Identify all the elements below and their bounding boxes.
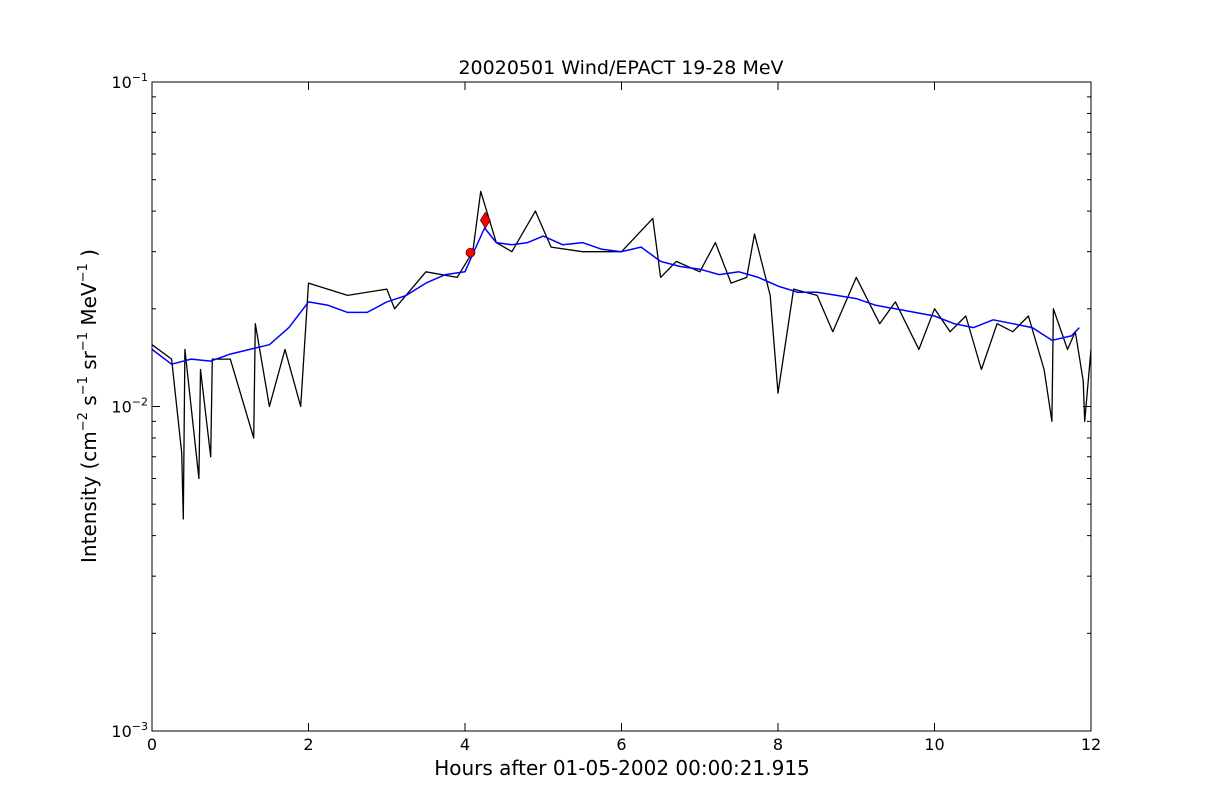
- y-axis-ticks: 10−3 10−2 10−1: [111, 71, 1091, 741]
- marker-circle-0: [465, 247, 476, 258]
- x-tick-label-1: 2: [303, 735, 313, 754]
- x-axis-ticks: 0 2 4 6 8 10 12: [147, 82, 1101, 754]
- x-tick-label-5: 10: [924, 735, 944, 754]
- chart-title: 20020501 Wind/EPACT 19-28 MeV: [458, 57, 783, 79]
- x-tick-label-0: 0: [147, 735, 157, 754]
- x-axis-label: Hours after 01-05-2002 00:00:21.915: [434, 756, 810, 780]
- series-line-0: [151, 190, 1092, 520]
- marker-diamond-1: [479, 211, 491, 229]
- x-tick-label-4: 8: [773, 735, 783, 754]
- y-tick-label-1: 10−2: [111, 396, 148, 417]
- y-tick-label-2: 10−1: [111, 71, 148, 92]
- x-tick-label-3: 6: [616, 735, 626, 754]
- plot-area: [151, 190, 1092, 520]
- y-tick-label-0: 10−3: [111, 720, 148, 741]
- series-line-1: [151, 227, 1080, 365]
- axes-frame: [151, 81, 1092, 732]
- x-tick-label-2: 4: [460, 735, 470, 754]
- y-axis-label: Intensity (cm−2 s−1 sr−1 MeV−1 ): [76, 249, 101, 563]
- x-tick-label-6: 12: [1081, 735, 1101, 754]
